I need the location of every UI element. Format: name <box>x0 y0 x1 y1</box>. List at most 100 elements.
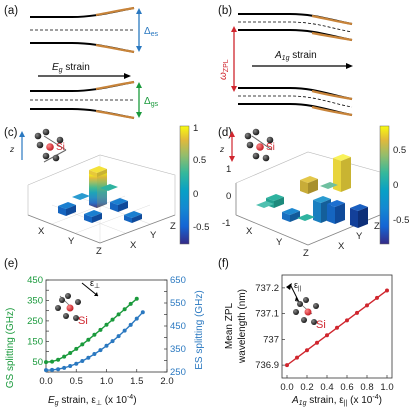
xtick-label: 0.6 <box>340 382 353 393</box>
carbon-atom <box>293 309 299 315</box>
panel-c-axis-label: Y <box>150 230 157 241</box>
panel-e-yticks-left: 50 150 250 350 450 <box>27 275 49 373</box>
data-point <box>128 322 133 327</box>
panel-d-colorbar: 0.5 0 -0.5 <box>379 125 409 245</box>
data-point <box>50 359 55 364</box>
panel-e-strain-symbol: ε⊥ <box>90 278 100 290</box>
y2tick-label: 350 <box>170 344 186 355</box>
series-line <box>45 311 144 371</box>
series-line <box>45 298 138 363</box>
carbon-atom <box>52 154 60 162</box>
panel-e-ylabel-right: ES splitting (GHz) <box>194 290 205 369</box>
data-point <box>74 346 79 351</box>
data-point <box>86 337 91 342</box>
ytick-label: 150 <box>27 336 43 347</box>
panel-d-axis-label: X <box>246 226 253 237</box>
data-point <box>56 367 61 372</box>
carbon-atom <box>42 152 50 160</box>
silicon-label: Si <box>56 142 65 153</box>
panel-b-strain-label: A1g strain <box>274 50 317 62</box>
panel-e-molecule: ε⊥ Si <box>55 278 100 327</box>
xtick-label: 0.2 <box>300 382 313 393</box>
panel-f: (f) Mean ZPL wavelength (nm) 736.9 737 737… <box>218 258 394 407</box>
data-point <box>305 348 309 353</box>
xtick-label: 0.0 <box>39 376 52 387</box>
silicon-atom <box>46 143 54 151</box>
carbon-atom <box>75 299 81 305</box>
panel-f-label: (f) <box>218 258 229 270</box>
data-point <box>134 296 139 301</box>
carbon-atom <box>244 132 252 140</box>
panel-f-marks <box>285 288 389 368</box>
delta-es-label: Δes <box>144 26 159 38</box>
colorbar-tick: 0 <box>393 180 398 191</box>
carbon-atom <box>73 315 79 321</box>
bar-top <box>89 166 107 173</box>
carbon-atom <box>36 141 44 149</box>
panel-f-yticks: 736.9 737 737.1 737.2 <box>255 283 285 371</box>
carbon-atom <box>252 128 260 136</box>
panel-e-marks <box>44 296 145 373</box>
panel-d-axis-label: Y <box>276 237 283 248</box>
panel-c-3d-plot: X Y Z X Y Z <box>27 154 176 257</box>
zaxis-tick: 0 <box>226 191 231 202</box>
carbon-atom <box>252 152 260 160</box>
data-point <box>98 327 103 332</box>
ytick-label: 50 <box>32 357 43 368</box>
panel-c-colorbar: 1 0.5 0 -0.5 <box>179 123 209 245</box>
data-point <box>335 325 339 330</box>
panel-d-axis-label: Y <box>356 231 363 242</box>
carbon-atom <box>311 319 317 325</box>
y2tick-label: 250 <box>170 367 186 378</box>
panel-c-label: (c) <box>4 127 18 139</box>
carbon-atom <box>303 297 309 303</box>
xtick-label: 1.5 <box>130 376 143 387</box>
panel-c-molecule: z Si <box>9 128 67 163</box>
panel-c-axis-label: X <box>38 226 45 237</box>
ytick-label: 350 <box>27 295 43 306</box>
carbon-atom <box>34 132 42 140</box>
y2tick-label: 450 <box>170 321 186 332</box>
panel-d-label: (d) <box>218 127 232 139</box>
zaxis-tick: 1 <box>226 164 231 175</box>
xtick-label: 0.0 <box>280 382 293 393</box>
silicon-atom <box>256 143 264 151</box>
carbon-atom <box>246 141 254 149</box>
xtick-label: 0.5 <box>70 376 83 387</box>
ytick-label: 737 <box>263 334 279 345</box>
data-point <box>104 343 109 348</box>
panel-b: (b) ωZPL A1g strain <box>218 5 353 117</box>
data-point <box>80 342 85 347</box>
data-point <box>80 358 85 363</box>
data-point <box>122 307 127 312</box>
silicon-atom <box>304 308 312 316</box>
panel-d-axis-z: z <box>219 144 225 154</box>
colorbar-tick: 0.5 <box>193 155 206 166</box>
panel-d-molecule: z Si <box>219 128 275 162</box>
data-point <box>68 364 73 369</box>
carbon-atom <box>63 313 69 319</box>
silicon-label: Si <box>78 315 88 327</box>
data-point <box>98 348 103 353</box>
data-point <box>50 367 55 372</box>
data-point <box>74 361 79 366</box>
panel-e-plot-frame <box>45 279 168 373</box>
panel-d-axis-label: Z <box>303 248 309 259</box>
ytick-label: 737.1 <box>255 309 279 320</box>
data-point <box>92 332 97 337</box>
carbon-atom <box>65 293 71 299</box>
panel-c-axis-label: Y <box>68 236 75 247</box>
panel-e-label: (e) <box>4 258 18 270</box>
panel-f-plot-frame <box>281 274 393 379</box>
y2tick-label: 550 <box>170 298 186 309</box>
omega-zpl-label: ωZPL <box>218 59 230 80</box>
data-point <box>68 350 73 355</box>
xtick-label: 2.0 <box>160 376 173 387</box>
data-point <box>86 355 91 360</box>
data-point <box>44 368 48 373</box>
silicon-label: Si <box>266 142 275 153</box>
panel-e: (e) GS splitting (GHz) ES splitting (GHz… <box>4 258 205 407</box>
data-point <box>116 312 121 317</box>
